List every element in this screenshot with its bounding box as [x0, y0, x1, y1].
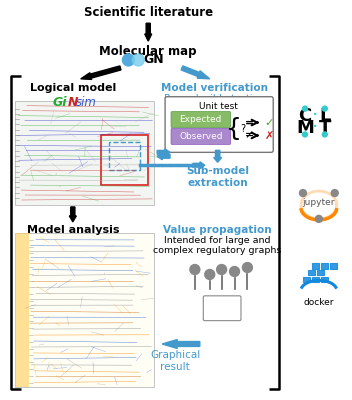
- Text: Sub-model
extraction: Sub-model extraction: [186, 166, 249, 188]
- Text: ≠: ≠: [245, 130, 254, 140]
- Circle shape: [302, 106, 307, 111]
- Text: ?: ?: [240, 124, 245, 134]
- Text: GN: GN: [143, 54, 164, 66]
- Polygon shape: [193, 162, 205, 169]
- Text: Intended for large and
complex regulatory graphs: Intended for large and complex regulator…: [153, 236, 282, 255]
- Circle shape: [122, 54, 134, 66]
- Circle shape: [230, 266, 239, 276]
- Circle shape: [302, 132, 307, 137]
- Text: Value propagation: Value propagation: [163, 225, 272, 235]
- Bar: [15, 101, 154, 205]
- Circle shape: [322, 106, 327, 111]
- FancyBboxPatch shape: [313, 277, 319, 282]
- FancyBboxPatch shape: [171, 112, 231, 128]
- Circle shape: [205, 270, 215, 280]
- Text: Logical model: Logical model: [30, 83, 116, 93]
- FancyBboxPatch shape: [303, 277, 310, 282]
- Text: Observed: Observed: [179, 132, 222, 141]
- Text: docker: docker: [304, 298, 334, 307]
- Text: T: T: [319, 118, 331, 136]
- Text: Molecular map: Molecular map: [100, 45, 197, 58]
- Bar: [108, 142, 140, 170]
- Circle shape: [322, 132, 327, 137]
- FancyBboxPatch shape: [330, 263, 337, 268]
- Text: Reproducible testing: Reproducible testing: [164, 94, 265, 104]
- FancyBboxPatch shape: [321, 263, 328, 268]
- FancyBboxPatch shape: [321, 277, 328, 282]
- Bar: [15, 233, 29, 387]
- Text: Scientific literature: Scientific literature: [84, 6, 213, 19]
- FancyBboxPatch shape: [317, 270, 324, 276]
- Bar: [15, 233, 154, 387]
- Polygon shape: [214, 150, 222, 162]
- Text: ·: ·: [312, 106, 318, 125]
- Text: sim: sim: [76, 96, 97, 109]
- FancyBboxPatch shape: [308, 270, 315, 276]
- Polygon shape: [157, 153, 170, 160]
- Text: jupyter: jupyter: [303, 198, 335, 208]
- Polygon shape: [162, 340, 200, 348]
- Polygon shape: [181, 66, 210, 79]
- FancyBboxPatch shape: [313, 263, 319, 268]
- Circle shape: [331, 190, 338, 196]
- Circle shape: [132, 54, 144, 66]
- FancyBboxPatch shape: [171, 128, 231, 144]
- Text: Unit test: Unit test: [199, 102, 238, 111]
- Text: Gi: Gi: [53, 96, 68, 109]
- Circle shape: [243, 262, 252, 272]
- Text: {: {: [226, 116, 241, 140]
- Text: Model analysis: Model analysis: [26, 225, 119, 235]
- Text: C: C: [298, 106, 312, 124]
- Polygon shape: [157, 149, 170, 156]
- Text: M: M: [296, 118, 314, 136]
- Polygon shape: [81, 66, 121, 80]
- Text: ·: ·: [312, 118, 318, 137]
- Text: ✓: ✓: [264, 118, 274, 128]
- Polygon shape: [69, 207, 76, 222]
- Text: =: =: [245, 118, 254, 128]
- Text: Expected: Expected: [180, 115, 222, 124]
- Circle shape: [190, 264, 200, 274]
- Bar: [101, 136, 148, 185]
- FancyBboxPatch shape: [203, 296, 241, 321]
- Circle shape: [217, 264, 227, 274]
- Text: Graphical
result: Graphical result: [150, 350, 200, 372]
- Text: Model verification: Model verification: [161, 83, 268, 93]
- Text: N: N: [68, 96, 78, 109]
- Circle shape: [300, 190, 307, 196]
- Text: ✗: ✗: [264, 130, 274, 140]
- FancyBboxPatch shape: [165, 97, 273, 152]
- Circle shape: [315, 215, 322, 222]
- Polygon shape: [145, 23, 152, 41]
- Text: L: L: [319, 106, 331, 124]
